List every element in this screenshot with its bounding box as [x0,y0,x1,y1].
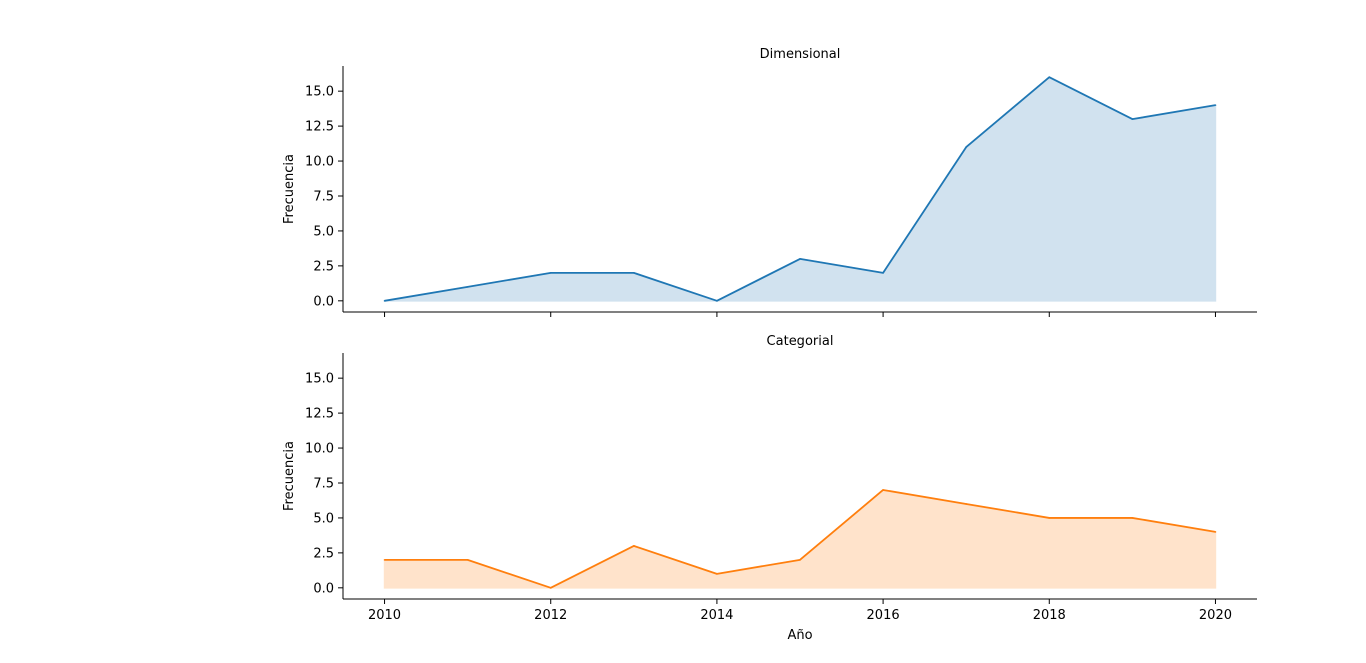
x-tick-label: 2014 [700,608,733,623]
y-tick-label: 12.5 [305,120,334,135]
y-tick-label: 10.0 [305,155,334,170]
data-point [799,258,801,260]
data-point [716,300,718,302]
data-point [1214,531,1217,533]
data-point [466,559,469,561]
x-axis-label: Año [787,628,812,643]
panel-title-categorial: Categorial [767,334,834,349]
x-tick-label: 2018 [1033,608,1066,623]
y-tick-label: 15.0 [305,372,334,387]
data-point [1131,118,1134,120]
area-fill [384,76,1217,302]
x-tick-label: 2012 [534,608,567,623]
data-point [549,272,552,274]
x-tick-label: 2020 [1199,608,1232,623]
data-point [882,272,884,274]
data-point [633,272,635,274]
data-point [549,587,552,589]
data-point [882,489,884,491]
data-point [799,559,801,561]
panel-categorial: Categorial Frecuencia Año 0.0 2.5 5.0 7.5 10… [282,334,1257,643]
data-point [383,559,386,561]
data-point [466,286,469,288]
y-tick-label: 7.5 [313,189,334,204]
y-axis-label-categorial: Frecuencia [282,441,297,511]
data-point [965,503,967,505]
y-tick-label: 0.0 [313,294,334,309]
data-point [1048,76,1051,78]
data-point [1048,517,1051,519]
data-point [716,573,718,575]
data-point [633,545,635,547]
panel-dimensional: Dimensional Frecuencia 0.0 2.5 5.0 7.5 10.0 1… [282,47,1257,317]
data-point [1131,517,1134,519]
y-tick-label: 2.5 [313,259,334,274]
x-tick-label: 2016 [867,608,900,623]
data-point [965,146,967,148]
y-axis-label-dimensional: Frecuencia [282,154,297,224]
y-tick-label: 15.0 [305,85,334,100]
y-tick-label: 12.5 [305,407,334,422]
y-tick-label: 2.5 [313,546,334,561]
y-tick-label: 10.0 [305,442,334,457]
y-tick-label: 0.0 [313,581,334,596]
data-point [383,300,386,302]
data-point [1214,104,1217,106]
x-tick-label: 2010 [368,608,401,623]
panel-title-dimensional: Dimensional [760,47,841,62]
y-tick-label: 5.0 [313,511,334,526]
y-tick-label: 7.5 [313,476,334,491]
y-tick-label: 5.0 [313,224,334,239]
